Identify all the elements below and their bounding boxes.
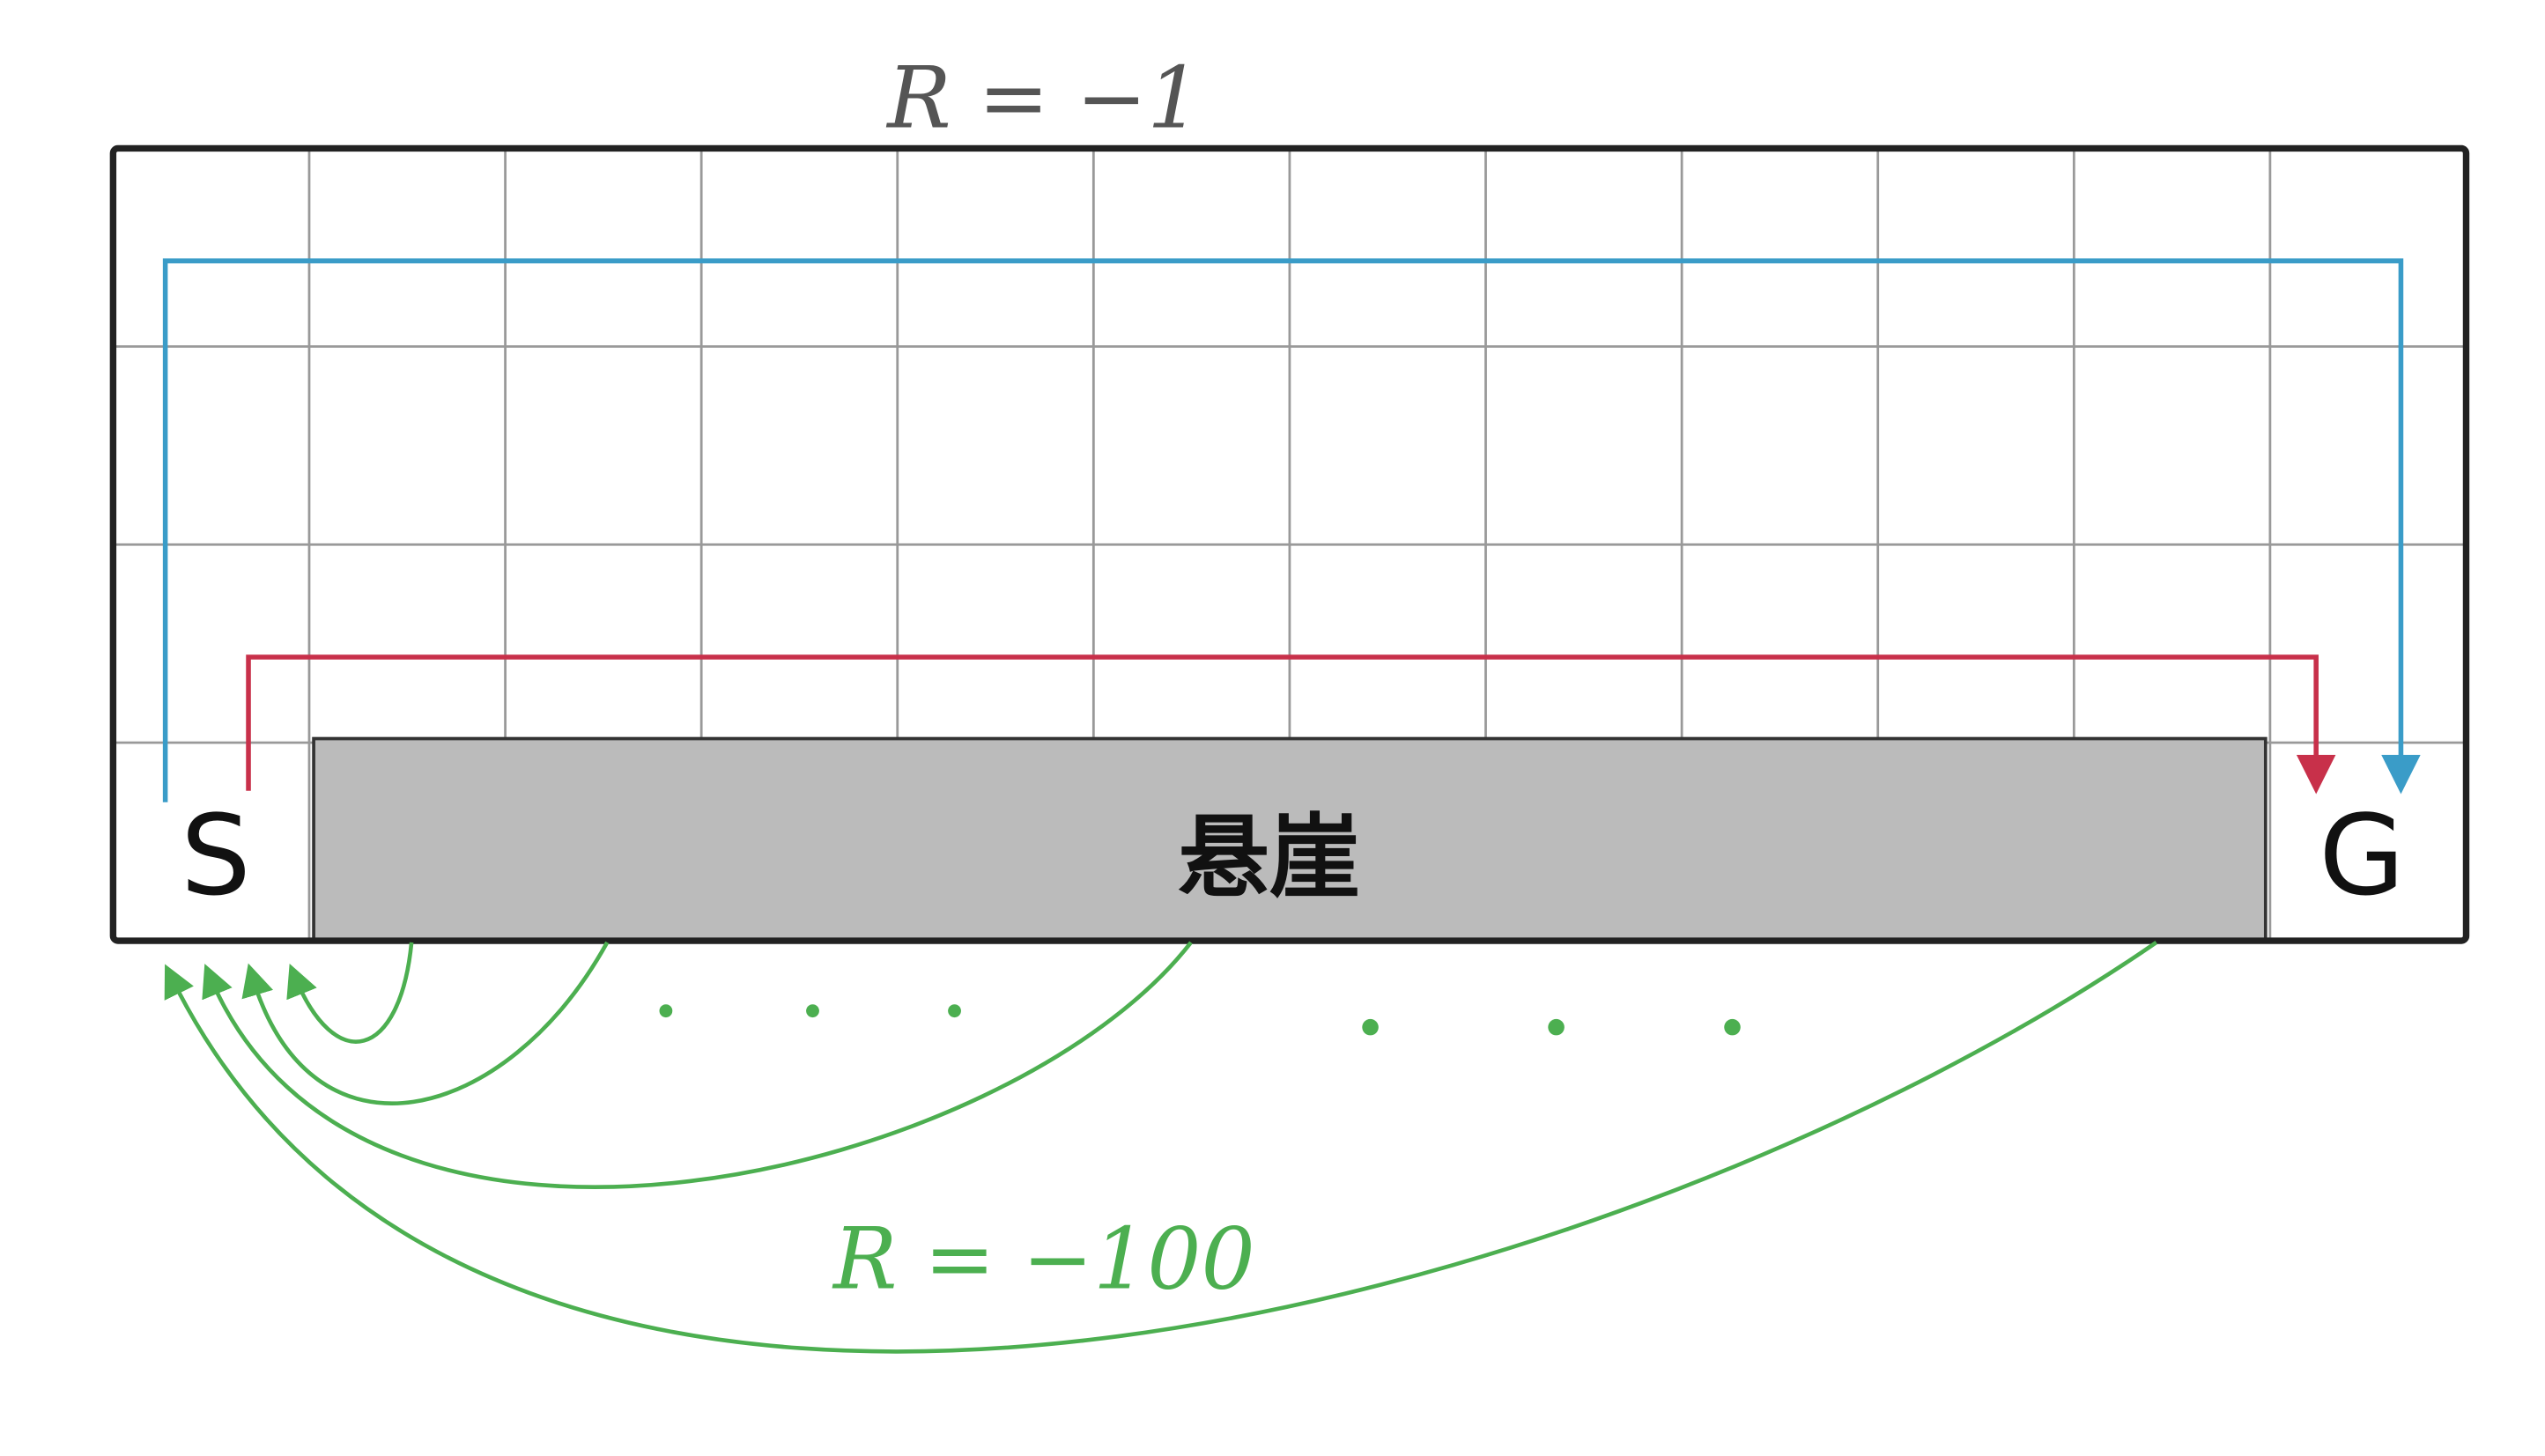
cliff-label: 悬崖: [1178, 804, 1360, 911]
bottom-reward-label: R = −100: [832, 1209, 1255, 1308]
safe-path-arrow: [162, 258, 2421, 802]
top-reward-label: R = −1: [885, 48, 1201, 147]
fall-arrows: [164, 941, 2158, 1354]
optimal-path-arrow: [246, 654, 2336, 795]
cliff-region: [312, 736, 2268, 942]
fall-arrow-2: [241, 941, 610, 1105]
fall-arrow-4: [164, 941, 2158, 1354]
ellipsis-dots: [659, 1004, 1741, 1036]
fall-arrow-3: [202, 941, 1193, 1190]
fall-arrow-1: [286, 942, 414, 1044]
grid-border: [109, 144, 2470, 944]
start-label: S: [181, 790, 251, 920]
goal-label: G: [2319, 790, 2405, 920]
